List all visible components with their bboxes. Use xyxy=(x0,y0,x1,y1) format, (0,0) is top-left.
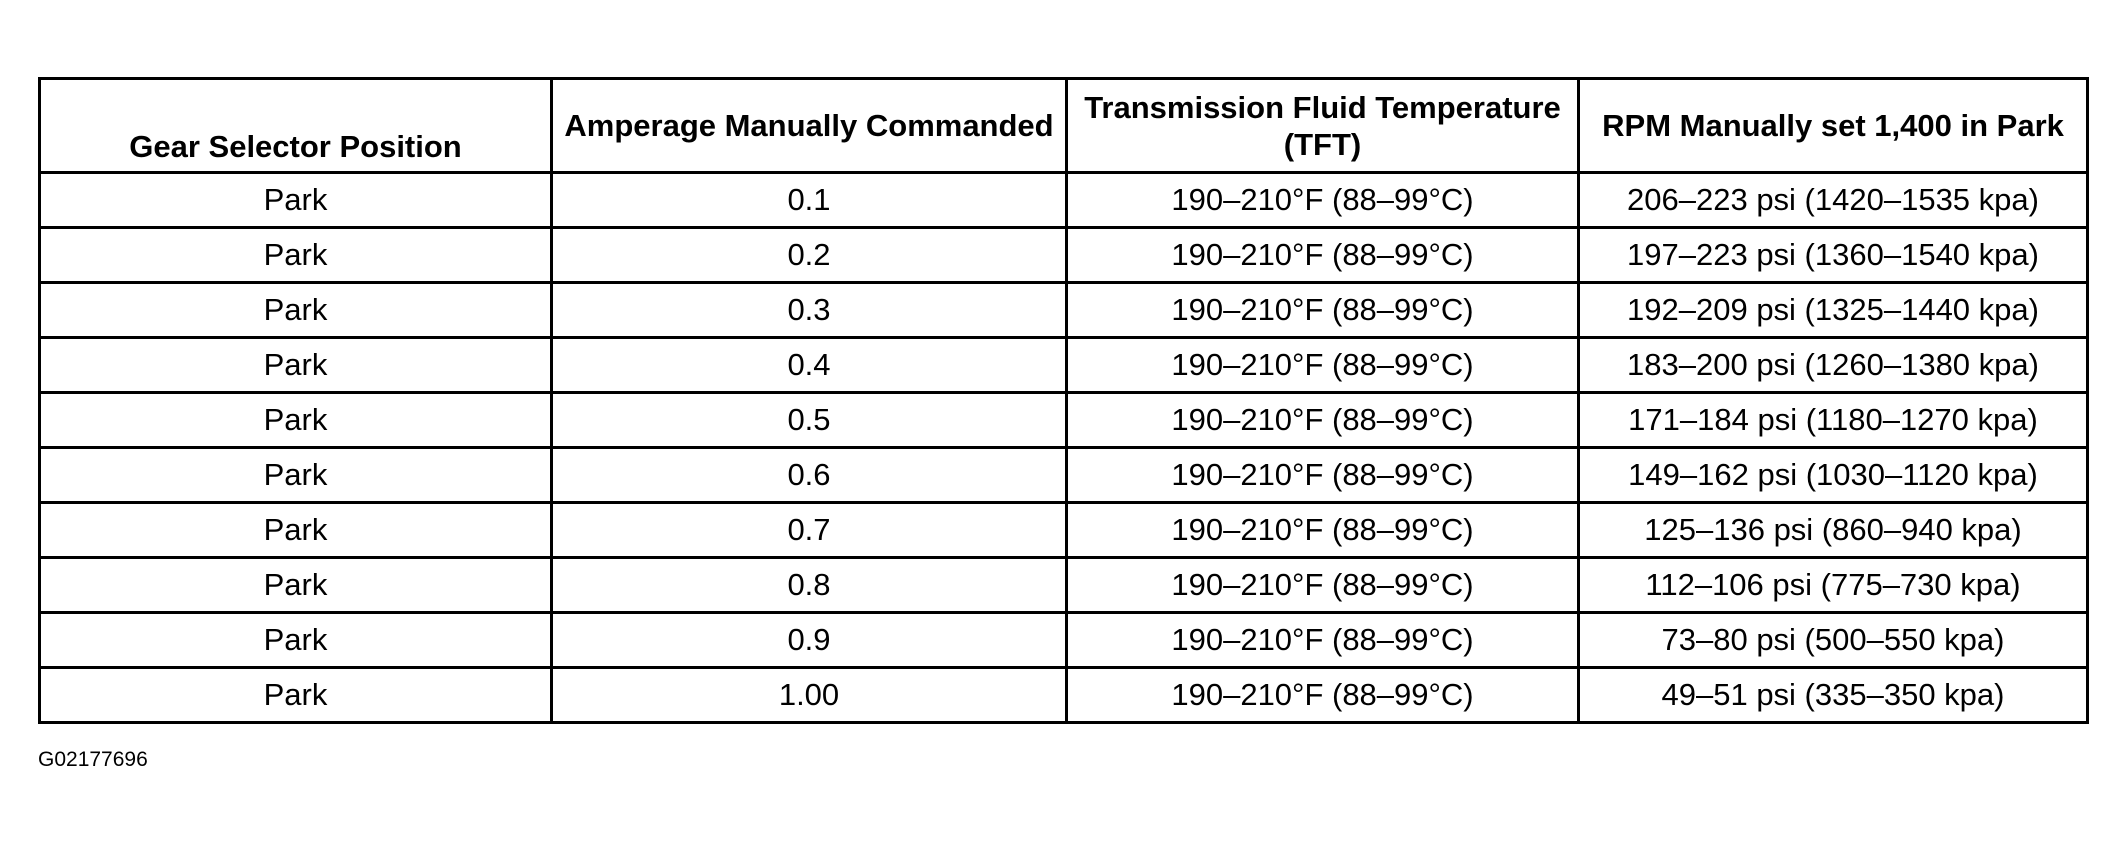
spec-table: Gear Selector Position Amperage Manually … xyxy=(38,77,2089,724)
table-cell: Park xyxy=(38,666,553,724)
table-cell: 197–223 psi (1360–1540 kpa) xyxy=(1577,226,2089,284)
table-cell: 190–210°F (88–99°C) xyxy=(1065,501,1580,559)
table-cell: 0.7 xyxy=(550,501,1068,559)
table-cell: 171–184 psi (1180–1270 kpa) xyxy=(1577,391,2089,449)
table-cell: 1.00 xyxy=(550,666,1068,724)
table-row: Park 0.2 190–210°F (88–99°C) 197–223 psi (1… xyxy=(38,226,2089,284)
column-header: Amperage Manually Commanded xyxy=(550,77,1068,174)
table-cell: 125–136 psi (860–940 kpa) xyxy=(1577,501,2089,559)
table-row: Park 0.1 190–210°F (88–99°C) 206–223 psi (1… xyxy=(38,171,2089,229)
header-row: Gear Selector Position Amperage Manually … xyxy=(38,77,2089,174)
table-cell: Park xyxy=(38,336,553,394)
table-row: Park 0.8 190–210°F (88–99°C) 112–106 psi (7… xyxy=(38,556,2089,614)
table-cell: 190–210°F (88–99°C) xyxy=(1065,611,1580,669)
table-row: Park 0.9 190–210°F (88–99°C) 73–80 psi (500… xyxy=(38,611,2089,669)
table-row: Park 0.7 190–210°F (88–99°C) 125–136 psi (8… xyxy=(38,501,2089,559)
table-cell: 190–210°F (88–99°C) xyxy=(1065,391,1580,449)
column-header: RPM Manually set 1,400 in Park xyxy=(1577,77,2089,174)
table-cell: 190–210°F (88–99°C) xyxy=(1065,336,1580,394)
table-row: Park 1.00 190–210°F (88–99°C) 49–51 psi (33… xyxy=(38,666,2089,724)
table-cell: 190–210°F (88–99°C) xyxy=(1065,446,1580,504)
table-cell: 183–200 psi (1260–1380 kpa) xyxy=(1577,336,2089,394)
table-cell: 0.2 xyxy=(550,226,1068,284)
table-cell: Park xyxy=(38,501,553,559)
table-cell: 190–210°F (88–99°C) xyxy=(1065,226,1580,284)
table-cell: 192–209 psi (1325–1440 kpa) xyxy=(1577,281,2089,339)
table-cell: 0.1 xyxy=(550,171,1068,229)
table-cell: 206–223 psi (1420–1535 kpa) xyxy=(1577,171,2089,229)
table-cell: Park xyxy=(38,226,553,284)
table-cell: Park xyxy=(38,281,553,339)
table-cell: Park xyxy=(38,171,553,229)
column-header: Transmission Fluid Temperature (TFT) xyxy=(1065,77,1580,174)
table-cell: 0.8 xyxy=(550,556,1068,614)
table-cell: 190–210°F (88–99°C) xyxy=(1065,171,1580,229)
column-header: Gear Selector Position xyxy=(38,77,553,174)
table-cell: 0.5 xyxy=(550,391,1068,449)
table-cell: 0.9 xyxy=(550,611,1068,669)
table-row: Park 0.3 190–210°F (88–99°C) 192–209 psi (1… xyxy=(38,281,2089,339)
table-cell: 190–210°F (88–99°C) xyxy=(1065,666,1580,724)
table-cell: 49–51 psi (335–350 kpa) xyxy=(1577,666,2089,724)
table-cell: 0.6 xyxy=(550,446,1068,504)
table-cell: 73–80 psi (500–550 kpa) xyxy=(1577,611,2089,669)
table-cell: 112–106 psi (775–730 kpa) xyxy=(1577,556,2089,614)
table-row: Park 0.6 190–210°F (88–99°C) 149–162 psi (1… xyxy=(38,446,2089,504)
table-cell: Park xyxy=(38,391,553,449)
table-cell: 190–210°F (88–99°C) xyxy=(1065,556,1580,614)
table-cell: 0.3 xyxy=(550,281,1068,339)
table-cell: Park xyxy=(38,556,553,614)
table-cell: Park xyxy=(38,446,553,504)
table-cell: 149–162 psi (1030–1120 kpa) xyxy=(1577,446,2089,504)
table-cell: 0.4 xyxy=(550,336,1068,394)
table-cell: Park xyxy=(38,611,553,669)
table-cell: 190–210°F (88–99°C) xyxy=(1065,281,1580,339)
table-row: Park 0.4 190–210°F (88–99°C) 183–200 psi (1… xyxy=(38,336,2089,394)
table-row: Park 0.5 190–210°F (88–99°C) 171–184 psi (1… xyxy=(38,391,2089,449)
figure-code: G02177696 xyxy=(38,748,148,771)
table-body: Park 0.1 190–210°F (88–99°C) 206–223 psi (1… xyxy=(38,171,2089,724)
